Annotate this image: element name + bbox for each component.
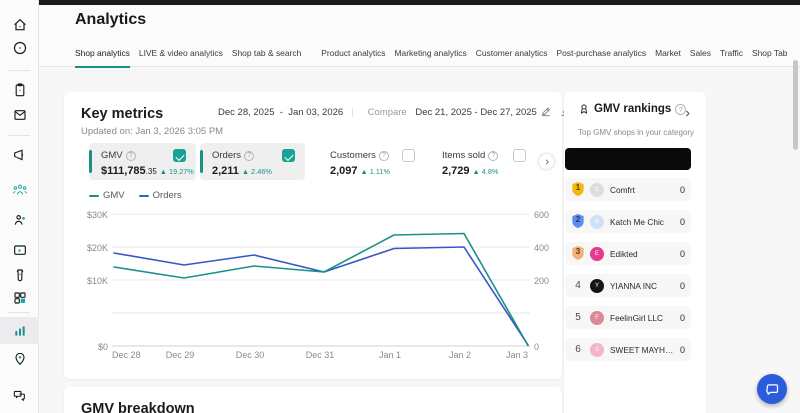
svg-text:$20K: $20K (87, 243, 108, 253)
svg-text:400: 400 (534, 243, 549, 253)
svg-text:Jan 2: Jan 2 (449, 350, 471, 360)
svg-text:Dec 28: Dec 28 (112, 350, 141, 360)
svg-text:Jan 3: Jan 3 (506, 350, 528, 360)
svg-text:Dec 29: Dec 29 (166, 350, 195, 360)
svg-text:$30K: $30K (87, 210, 108, 220)
svg-text:Jan 1: Jan 1 (379, 350, 401, 360)
svg-text:600: 600 (534, 210, 549, 220)
svg-text:Dec 30: Dec 30 (236, 350, 265, 360)
svg-text:0: 0 (534, 342, 539, 352)
svg-text:$10K: $10K (87, 276, 108, 286)
svg-text:200: 200 (534, 276, 549, 286)
svg-text:Dec 31: Dec 31 (306, 350, 335, 360)
svg-text:$0: $0 (98, 342, 108, 352)
